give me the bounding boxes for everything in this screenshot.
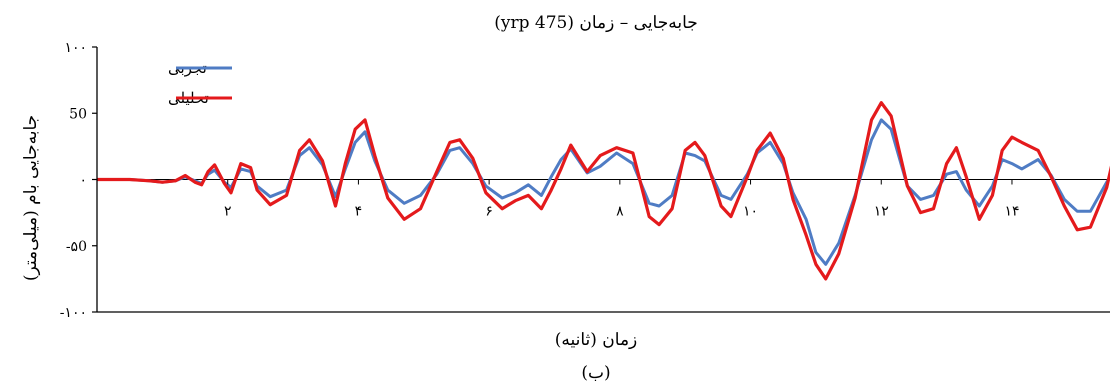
x-tick-label: ۶ [485, 204, 493, 220]
x-tick-label: ۱۲ [874, 204, 889, 220]
y-tick-label: ۱۰۰ [64, 40, 87, 56]
chart-title: جابه‌جایی – زمان (475 yrp) [494, 13, 698, 33]
y-tick-label: -۵0 [66, 239, 87, 255]
series-line-2 [97, 101, 1110, 281]
x-tick-label: ۱۴ [1004, 204, 1019, 220]
figure-caption: (ب) [581, 363, 610, 383]
y-tick-label: 50 [69, 106, 87, 122]
series-line-1 [97, 118, 1110, 266]
plot-area: ۱۰۰ 50 ۰ -۵0 -۱۰۰ ۲ ۴ ۶ ۸ ۱۰ ۱۲ ۱۴ [60, 40, 1110, 321]
series-layer [97, 101, 1110, 281]
y-axis-label: جابه‌جایی بام (میلی‌متر) [21, 115, 41, 281]
x-tick-label: ۱۰ [743, 204, 758, 220]
y-tick-label: ۰ [79, 173, 87, 189]
x-tick-label: ۴ [355, 204, 363, 220]
x-axis-label: زمان (ثانیه) [555, 330, 638, 350]
y-tick-label: -۱۰۰ [60, 305, 87, 321]
x-tick-label: ۲ [224, 204, 232, 220]
x-ticks: ۲ ۴ ۶ ۸ ۱۰ ۱۲ ۱۴ [224, 179, 1019, 220]
y-ticks: ۱۰۰ 50 ۰ -۵0 -۱۰۰ [60, 40, 97, 321]
x-tick-label: ۸ [616, 204, 624, 220]
